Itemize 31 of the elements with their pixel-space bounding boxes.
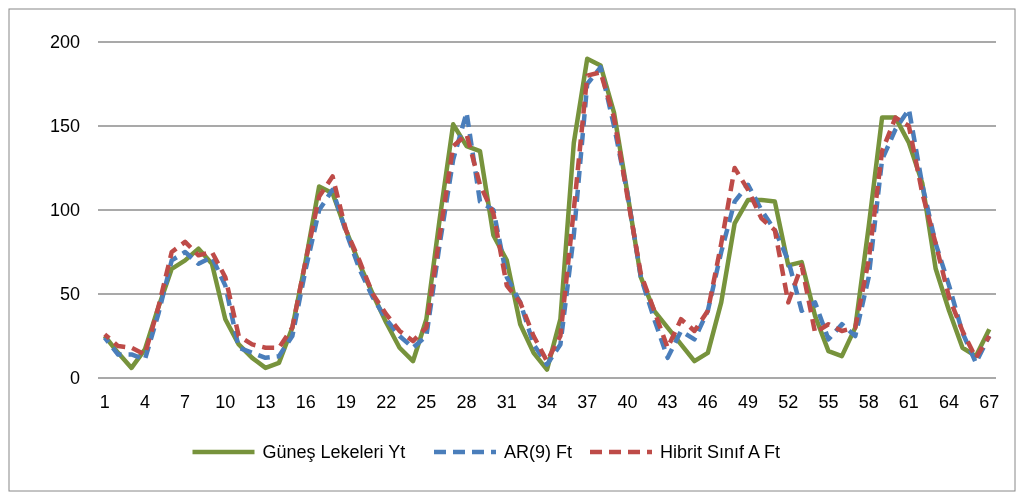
x-tick-label: 31 bbox=[496, 392, 517, 412]
x-tick-label: 40 bbox=[617, 392, 638, 412]
y-tick-label: 100 bbox=[49, 200, 80, 221]
legend-label: Güneş Lekeleri Yt bbox=[262, 442, 406, 463]
x-tick-label: 61 bbox=[898, 392, 919, 412]
x-tick-label: 7 bbox=[180, 392, 191, 412]
y-tick-label: 200 bbox=[49, 32, 80, 53]
legend-label: AR(9) Ft bbox=[504, 442, 573, 463]
x-tick-label: 4 bbox=[139, 392, 150, 412]
x-tick-label: 43 bbox=[657, 392, 678, 412]
x-tick-label: 52 bbox=[778, 392, 799, 412]
x-tick-label: 28 bbox=[456, 392, 477, 412]
y-tick-label: 50 bbox=[59, 284, 80, 305]
y-tick-label: 150 bbox=[49, 116, 80, 137]
x-tick-label: 67 bbox=[979, 392, 1000, 412]
x-tick-label: 22 bbox=[376, 392, 397, 412]
x-tick-label: 34 bbox=[536, 392, 558, 412]
x-tick-label: 49 bbox=[738, 392, 759, 412]
legend-label: Hibrit Sınıf A Ft bbox=[660, 442, 781, 463]
y-tick-label: 0 bbox=[69, 368, 80, 389]
x-tick-label: 1 bbox=[99, 392, 110, 412]
x-tick-label: 25 bbox=[416, 392, 437, 412]
x-tick-label: 58 bbox=[858, 392, 879, 412]
x-tick-label: 16 bbox=[295, 392, 316, 412]
x-tick-label: 55 bbox=[818, 392, 839, 412]
x-tick-label: 46 bbox=[697, 392, 718, 412]
x-tick-label: 10 bbox=[215, 392, 236, 412]
x-tick-label: 37 bbox=[577, 392, 598, 412]
x-tick-label: 19 bbox=[335, 392, 356, 412]
x-tick-label: 64 bbox=[939, 392, 960, 412]
x-tick-label: 13 bbox=[255, 392, 276, 412]
